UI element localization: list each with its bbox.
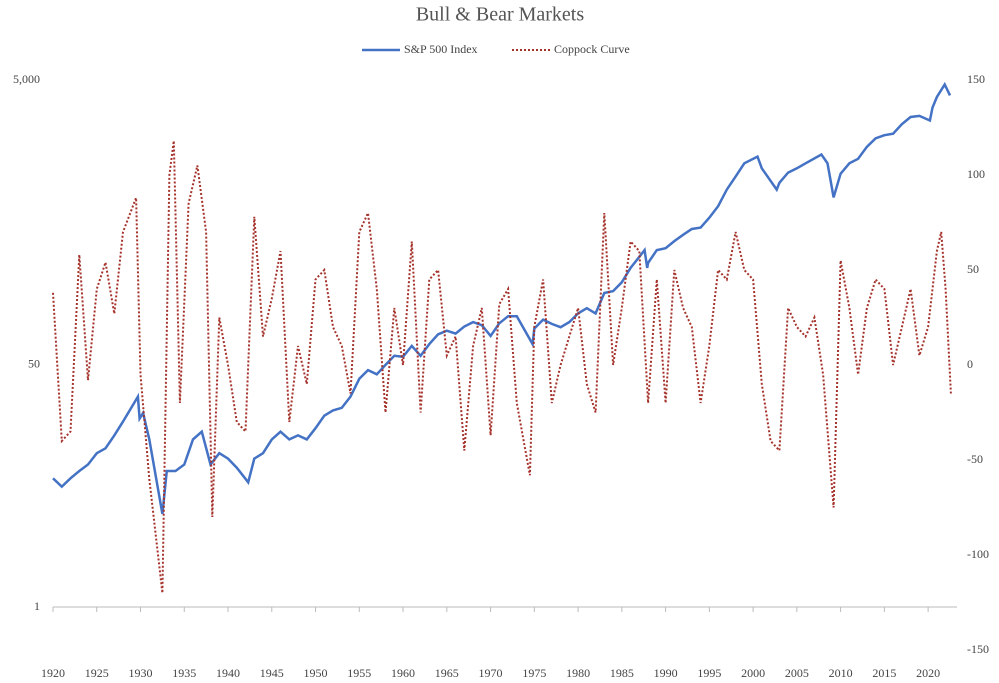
y-tick-label: 50: [28, 357, 40, 371]
y2-tick-label: -150: [967, 642, 989, 656]
x-tick-label: 2020: [916, 666, 940, 680]
x-tick-label: 1980: [566, 666, 590, 680]
x-tick-label: 1995: [697, 666, 721, 680]
series-line: [52, 140, 952, 594]
x-tick-label: 2000: [741, 666, 765, 680]
x-tick-label: 2005: [785, 666, 809, 680]
x-tick-label: 1945: [260, 666, 284, 680]
x-tick-label: 1960: [391, 666, 415, 680]
x-tick-label: 2015: [872, 666, 896, 680]
y2-tick-label: 50: [967, 262, 979, 276]
y2-tick-label: 100: [967, 167, 985, 181]
x-tick-label: 1970: [479, 666, 503, 680]
x-tick-label: 1985: [610, 666, 634, 680]
y-tick-label: 1: [34, 599, 40, 613]
x-tick-label: 1955: [347, 666, 371, 680]
x-tick-label: 1920: [41, 666, 65, 680]
x-tick-label: 2010: [829, 666, 853, 680]
x-tick-label: 1950: [304, 666, 328, 680]
y2-tick-label: -50: [967, 452, 983, 466]
x-tick-label: 1975: [522, 666, 546, 680]
x-tick-label: 1990: [654, 666, 678, 680]
y2-tick-label: 0: [967, 357, 973, 371]
x-tick-label: 1940: [216, 666, 240, 680]
series-line: [52, 81, 952, 515]
y2-tick-label: 150: [967, 72, 985, 86]
x-tick-label: 1930: [129, 666, 153, 680]
x-tick-label: 1925: [85, 666, 109, 680]
legend-label: S&P 500 Index: [404, 42, 478, 56]
y2-tick-label: -100: [967, 547, 989, 561]
chart-title: Bull & Bear Markets: [416, 4, 585, 26]
legend-label: Coppock Curve: [554, 42, 630, 56]
x-tick-label: 1965: [435, 666, 459, 680]
y-tick-label: 5,000: [13, 72, 40, 86]
x-tick-label: 1935: [172, 666, 196, 680]
